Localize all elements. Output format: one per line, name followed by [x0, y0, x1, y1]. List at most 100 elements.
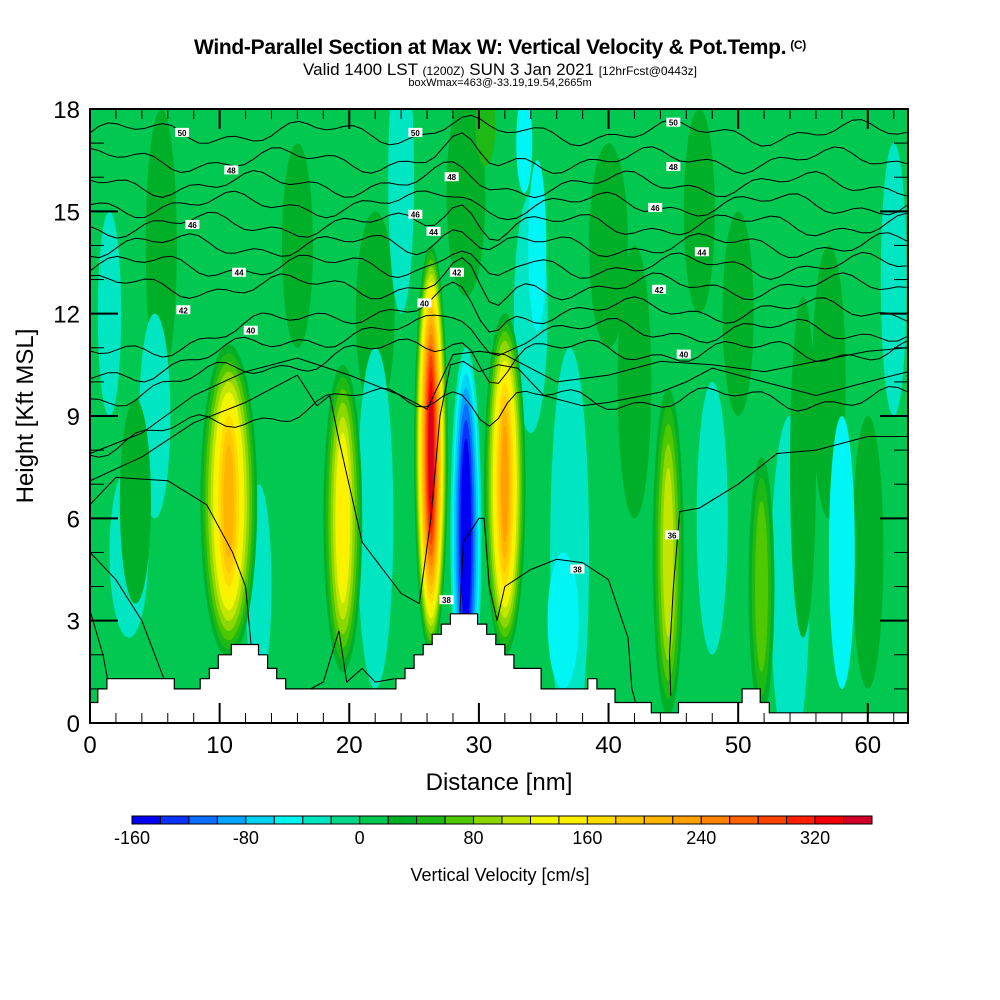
- field-streak: [281, 143, 313, 348]
- field-streak: [547, 552, 579, 689]
- vertical-velocity-cell: [462, 459, 470, 612]
- x-tick-label: 40: [595, 732, 622, 759]
- contour-label: 40: [243, 325, 258, 336]
- isentrope-line: [90, 281, 907, 358]
- field-streak: [852, 416, 884, 689]
- x-tick-label: 60: [854, 732, 881, 759]
- contour-label: 42: [176, 305, 191, 315]
- colorbar-segment: [558, 815, 588, 825]
- field-streak: [446, 109, 486, 297]
- colorbar-segment: [273, 815, 304, 825]
- field-streak: [617, 245, 652, 519]
- colorbar-segment: [814, 815, 845, 825]
- field-streak: [355, 211, 395, 416]
- x-tick-label: 10: [206, 732, 233, 759]
- contour-label: 48: [666, 161, 681, 172]
- colorbar-segment: [643, 815, 674, 825]
- isentrope-line: [90, 314, 907, 383]
- isentrope-line: [90, 386, 907, 458]
- isentrope-line: [90, 552, 169, 690]
- contour-label-text: 50: [178, 129, 187, 138]
- isentrope-line: [90, 161, 907, 199]
- colorbar-segment: [700, 815, 731, 825]
- contour-label: 50: [666, 117, 681, 128]
- contour-label-bg: [408, 209, 423, 219]
- colorbar-segment: [302, 815, 332, 825]
- field-streak: [828, 416, 855, 689]
- valid-time: Valid 1400 LST: [303, 60, 418, 79]
- contour-label-bg: [666, 117, 681, 127]
- potential-temperature-contours: [90, 114, 908, 713]
- isentrope-line: [90, 347, 908, 454]
- y-tick-label: 18: [53, 97, 80, 124]
- contour-label-text: 48: [669, 163, 678, 172]
- isentrope-line: [458, 517, 639, 713]
- y-tick-label: 9: [67, 404, 80, 431]
- colorbar-segment: [501, 815, 531, 825]
- colorbar-segment: [757, 815, 788, 825]
- isentrope-line: [90, 229, 907, 259]
- vertical-velocity-cell: [337, 451, 348, 586]
- isentrope-line: [90, 257, 907, 306]
- contour-label-bg: [444, 172, 459, 182]
- contour-label-bg: [449, 267, 464, 277]
- contour-label-bg: [408, 127, 423, 137]
- contour-label: 40: [676, 349, 691, 360]
- colorbar-segment: [672, 815, 702, 825]
- contour-label-bg: [665, 530, 680, 540]
- isentrope-line: [668, 436, 908, 696]
- forecast-info: [12hrFcst@0443z]: [598, 64, 697, 78]
- colorbar-segment: [444, 815, 475, 825]
- contour-label-bg: [666, 161, 681, 171]
- contour-label-bg: [676, 349, 691, 359]
- contour-label-bg: [243, 325, 258, 335]
- y-tick-label: 3: [67, 609, 80, 636]
- field-streak: [683, 109, 715, 314]
- field-streak: [145, 109, 177, 382]
- valid-date: SUN 3 Jan 2021: [469, 60, 594, 79]
- contour-label-text: 48: [227, 166, 236, 175]
- colorbar: [131, 815, 873, 825]
- colorbar-segment: [586, 815, 617, 825]
- isentrope-line: [90, 132, 907, 175]
- contour-label: 38: [570, 564, 585, 575]
- contour-label-text: 42: [179, 306, 188, 315]
- y-tick-labels: 0 3 6 9 12 15 18: [53, 97, 80, 738]
- vertical-velocity-cell: [501, 426, 509, 543]
- colorbar-tick-label: 320: [800, 828, 830, 848]
- x-tick-label: 0: [83, 732, 96, 759]
- y-axis-title: Height [Kft MSL]: [12, 329, 39, 504]
- contour-label-text: 42: [452, 269, 461, 278]
- contour-label-text: 36: [668, 531, 677, 540]
- x-tick-label: 30: [466, 732, 493, 759]
- isentrope-line: [90, 190, 907, 221]
- colorbar-segment: [786, 815, 816, 825]
- contour-label: 38: [439, 595, 454, 605]
- isentrope-line: [90, 204, 907, 241]
- isentrope-line: [90, 114, 907, 147]
- colorbar-segment: [131, 815, 161, 825]
- isentrope-line: [90, 250, 907, 280]
- contour-label: 46: [408, 209, 423, 220]
- contour-label-bg: [570, 564, 585, 574]
- plot-axes: [89, 108, 909, 724]
- x-tick-label: 20: [336, 732, 363, 759]
- contour-label-bg: [232, 267, 247, 277]
- colorbar-segment: [188, 815, 218, 825]
- x-axis-title: Distance [nm]: [426, 769, 573, 796]
- field-streak: [475, 109, 496, 167]
- field-streak: [790, 296, 816, 638]
- colorbar-segment: [245, 815, 275, 825]
- chart-subtitle: Valid 1400 LST (1200Z) SUN 3 Jan 2021 [1…: [0, 60, 1000, 80]
- contour-label-bg: [426, 226, 441, 236]
- contour-label: 48: [444, 172, 459, 182]
- colorbar-segment: [359, 815, 389, 825]
- contour-label-bg: [176, 305, 191, 315]
- isentrope-line: [90, 476, 253, 689]
- colorbar-segment: [160, 815, 190, 825]
- contour-label-bg: [175, 127, 190, 137]
- contour-label: 50: [408, 127, 423, 138]
- copyright-mark: (C): [790, 38, 806, 52]
- colorbar-segment: [843, 815, 873, 825]
